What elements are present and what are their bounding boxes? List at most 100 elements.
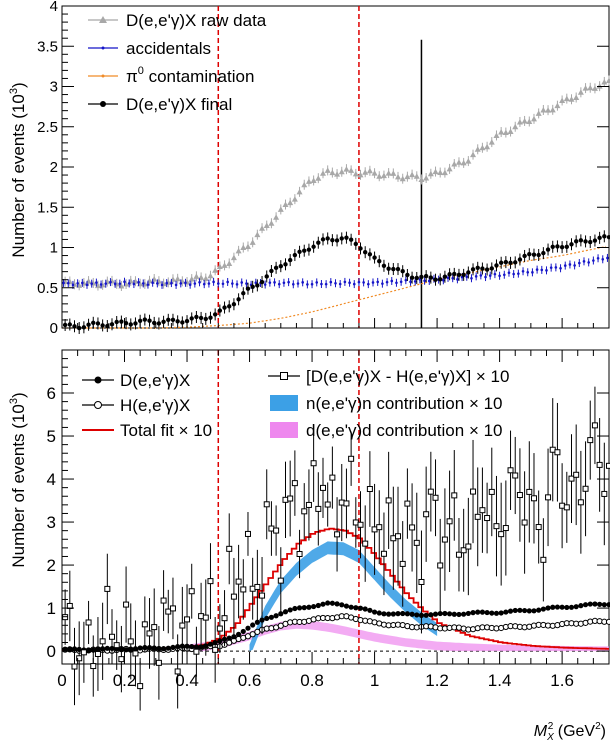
d-data-point: [245, 625, 251, 631]
d-data-point: [536, 607, 542, 613]
final-point: [545, 247, 551, 252]
top-panel: 0 0.5 1 1.5 2 2.5 3 3.5 4 Number of events (103)…: [8, 0, 610, 337]
accidentals-point: [348, 281, 351, 285]
difference-point: [71, 663, 78, 670]
legend-label: D(e,e'γ)X final: [126, 95, 232, 114]
bottom-x-tick-label: 0.4: [175, 671, 199, 690]
d-data-point: [104, 645, 110, 651]
accidentals-point: [502, 273, 506, 277]
accidentals-point: [493, 272, 497, 276]
accidentals-point: [517, 272, 520, 275]
final-point: [180, 320, 185, 325]
raw-data-point: [277, 206, 284, 212]
d-data-point: [348, 604, 354, 610]
raw-data-point: [366, 167, 373, 174]
raw-data-point: [259, 225, 266, 231]
legend-dot-marker: [101, 46, 105, 50]
raw-data-point: [591, 85, 598, 91]
accidentals-point: [446, 276, 450, 280]
raw-data-point: [601, 78, 608, 85]
final-point: [255, 283, 260, 288]
final-point: [452, 271, 457, 277]
raw-data-point: [493, 132, 500, 138]
bottom-x-tick-label: 1.6: [550, 671, 574, 690]
final-point: [62, 322, 68, 328]
accidentals-point: [390, 279, 394, 283]
d-data-point: [165, 645, 171, 651]
difference-point: [305, 501, 312, 508]
difference-point: [601, 490, 608, 497]
d-data-point: [597, 601, 603, 607]
final-point: [231, 302, 237, 307]
bottom-x-tick-label: 0.2: [113, 671, 137, 690]
raw-data-point: [174, 275, 181, 282]
accidentals-point: [240, 281, 244, 284]
raw-data-point: [380, 172, 387, 179]
accidentals-point: [282, 281, 286, 285]
accidentals-point: [277, 282, 281, 286]
difference-point: [188, 588, 195, 595]
difference-point: [202, 614, 209, 621]
final-point: [217, 308, 223, 313]
final-point: [386, 266, 391, 271]
difference-point: [404, 500, 411, 507]
legend-label-text: D(e,e'γ)X final: [126, 95, 232, 114]
raw-data-point: [399, 175, 406, 182]
legend-dot-marker: [101, 74, 105, 78]
raw-data-point: [324, 167, 331, 173]
legend-label-superscript: 0: [138, 65, 144, 77]
top-series-group: [62, 75, 610, 335]
difference-point: [291, 480, 298, 487]
top-y-tick-label: 1: [50, 240, 58, 257]
legend-label: n(e,e'γ)n contribution × 10: [306, 394, 503, 413]
d-data-point: [606, 602, 610, 608]
final-point: [409, 275, 415, 280]
bottom-x-tick-label: 1.4: [488, 671, 512, 690]
final-point: [494, 263, 499, 268]
accidentals-point: [306, 283, 309, 286]
final-point: [142, 317, 148, 322]
final-point: [283, 262, 288, 267]
accidentals-point: [385, 280, 389, 284]
raw-data-point: [334, 171, 341, 177]
final-point: [348, 237, 354, 242]
accidentals-point: [202, 282, 206, 286]
difference-point: [348, 455, 355, 462]
accidentals-point: [456, 278, 459, 281]
final-point: [583, 239, 588, 244]
d-data-point: [343, 603, 350, 609]
top-y-tick-label: 0: [50, 320, 58, 337]
accidentals-point: [137, 280, 140, 284]
accidentals-point: [470, 276, 473, 280]
final-point: [166, 317, 171, 323]
legend-label: H(e,e'γ)X: [120, 396, 190, 415]
raw-data-point: [549, 106, 556, 113]
accidentals-point: [376, 280, 379, 284]
d-data-point: [568, 604, 575, 610]
d-data-point: [404, 611, 410, 617]
top-y-tick-label: 2.5: [37, 119, 58, 136]
accidentals-point: [338, 282, 342, 286]
bottom-y-tick-label: 0: [47, 642, 56, 661]
d-data-point: [470, 610, 476, 616]
difference-point: [554, 449, 561, 456]
difference-point: [76, 655, 83, 662]
legend-label-text: D(e,e'γ)X raw data: [126, 11, 267, 30]
raw-data-point: [362, 169, 369, 175]
difference-point: [334, 531, 341, 538]
final-point: [147, 318, 152, 323]
difference-point: [446, 518, 453, 525]
difference-point: [399, 560, 406, 567]
final-point: [241, 291, 246, 296]
raw-data-point: [395, 173, 402, 180]
d-data-point: [292, 605, 298, 612]
legend-band-swatch: [270, 422, 298, 438]
accidentals-point: [601, 257, 605, 261]
difference-point: [193, 648, 200, 655]
difference-point: [90, 663, 97, 670]
d-data-point: [564, 604, 570, 611]
top-y-tick-label: 3: [50, 79, 58, 96]
difference-point: [301, 508, 308, 515]
final-point: [503, 259, 509, 265]
top-x-tick-marks: [61, 318, 610, 328]
